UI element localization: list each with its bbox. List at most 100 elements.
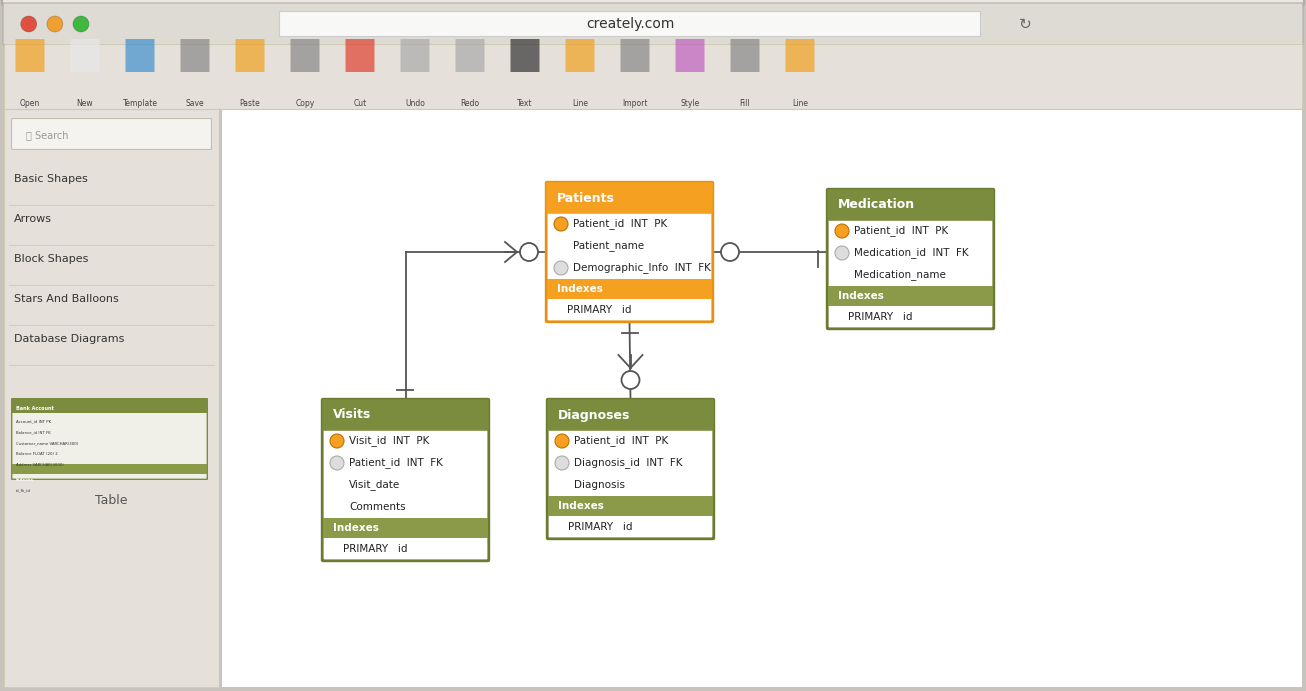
Text: Balance FLOAT (20) 2: Balance FLOAT (20) 2 <box>16 452 57 456</box>
FancyBboxPatch shape <box>827 189 994 329</box>
FancyBboxPatch shape <box>547 399 714 539</box>
Text: Demographic_Info  INT  FK: Demographic_Info INT FK <box>573 263 710 274</box>
FancyBboxPatch shape <box>546 182 713 214</box>
Text: Database Diagrams: Database Diagrams <box>14 334 124 344</box>
Bar <box>828 286 993 306</box>
Circle shape <box>330 456 343 470</box>
Text: Patient_id  INT  FK: Patient_id INT FK <box>349 457 443 468</box>
FancyBboxPatch shape <box>71 39 99 72</box>
Text: id_fk_id: id_fk_id <box>16 488 31 492</box>
Text: Arrows: Arrows <box>14 214 52 224</box>
Text: PRIMARY   id: PRIMARY id <box>848 312 913 322</box>
FancyBboxPatch shape <box>125 39 154 72</box>
Text: Visit_id  INT  PK: Visit_id INT PK <box>349 435 430 446</box>
FancyBboxPatch shape <box>456 39 485 72</box>
FancyBboxPatch shape <box>3 3 1303 45</box>
Text: Address VARCHAR(3000): Address VARCHAR(3000) <box>16 463 64 467</box>
FancyBboxPatch shape <box>290 39 320 72</box>
Text: Line: Line <box>791 99 808 108</box>
Text: Diagnosis_id  INT  FK: Diagnosis_id INT FK <box>575 457 683 468</box>
Text: Paste: Paste <box>239 99 260 108</box>
Text: Block Shapes: Block Shapes <box>14 254 89 264</box>
Circle shape <box>622 371 640 389</box>
Text: New: New <box>77 99 93 108</box>
FancyBboxPatch shape <box>827 189 994 221</box>
Text: Customer_name VARCHAR(300): Customer_name VARCHAR(300) <box>16 441 78 445</box>
FancyBboxPatch shape <box>180 39 209 72</box>
Text: Comments: Comments <box>349 502 406 512</box>
FancyBboxPatch shape <box>235 39 265 72</box>
Text: Copy: Copy <box>295 99 315 108</box>
Text: Table: Table <box>95 495 128 507</box>
FancyBboxPatch shape <box>730 39 760 72</box>
FancyBboxPatch shape <box>279 11 981 37</box>
Bar <box>12 464 206 474</box>
FancyBboxPatch shape <box>12 119 212 149</box>
Text: Basic Shapes: Basic Shapes <box>14 174 88 184</box>
FancyBboxPatch shape <box>511 39 539 72</box>
Circle shape <box>520 243 538 261</box>
Circle shape <box>330 434 343 448</box>
Circle shape <box>554 217 568 231</box>
Text: Patients: Patients <box>556 191 615 205</box>
Text: PRIMARY   id: PRIMARY id <box>568 522 632 532</box>
Text: Patient_id  INT  PK: Patient_id INT PK <box>854 225 948 236</box>
FancyBboxPatch shape <box>346 39 375 72</box>
Text: Line: Line <box>572 99 588 108</box>
FancyBboxPatch shape <box>401 39 430 72</box>
FancyBboxPatch shape <box>620 39 649 72</box>
Circle shape <box>835 246 849 260</box>
Text: creately.com: creately.com <box>586 17 674 31</box>
Bar <box>222 109 1302 687</box>
Circle shape <box>835 224 849 238</box>
Text: Diagnosis: Diagnosis <box>575 480 626 490</box>
Text: Medication_name: Medication_name <box>854 269 946 281</box>
Bar <box>323 518 488 538</box>
Text: Indexes: Indexes <box>16 478 34 482</box>
Text: Template: Template <box>123 99 158 108</box>
Text: 🔍 Search: 🔍 Search <box>26 130 68 140</box>
Text: Bank Account: Bank Account <box>16 406 54 410</box>
Bar <box>547 279 712 299</box>
Text: Medication_id  INT  FK: Medication_id INT FK <box>854 247 969 258</box>
FancyBboxPatch shape <box>323 399 488 561</box>
FancyBboxPatch shape <box>565 39 594 72</box>
Circle shape <box>555 456 569 470</box>
Text: Account_id INT PK: Account_id INT PK <box>16 419 51 423</box>
Text: Style: Style <box>680 99 700 108</box>
Circle shape <box>47 16 63 32</box>
Circle shape <box>555 434 569 448</box>
FancyBboxPatch shape <box>3 0 1303 6</box>
Text: Fill: Fill <box>739 99 751 108</box>
FancyBboxPatch shape <box>547 399 714 430</box>
Text: Redo: Redo <box>461 99 479 108</box>
Text: Import: Import <box>622 99 648 108</box>
Circle shape <box>721 243 739 261</box>
Text: Patient_id  INT  PK: Patient_id INT PK <box>573 218 667 229</box>
Text: Cut: Cut <box>354 99 367 108</box>
FancyBboxPatch shape <box>16 39 44 72</box>
Text: Patient_name: Patient_name <box>573 240 644 252</box>
FancyBboxPatch shape <box>323 399 488 430</box>
Text: PRIMARY   id: PRIMARY id <box>343 544 407 554</box>
Bar <box>547 198 712 213</box>
Text: Visits: Visits <box>333 408 371 422</box>
Circle shape <box>73 16 89 32</box>
Bar <box>549 496 713 516</box>
Text: Stars And Balloons: Stars And Balloons <box>14 294 119 304</box>
Text: Medication: Medication <box>838 198 916 211</box>
Text: Indexes: Indexes <box>556 284 603 294</box>
Text: PRIMARY   id: PRIMARY id <box>567 305 632 315</box>
Bar <box>4 44 1302 109</box>
Bar <box>4 109 219 687</box>
Circle shape <box>554 261 568 275</box>
Circle shape <box>21 16 37 32</box>
FancyBboxPatch shape <box>546 182 713 322</box>
Text: Text: Text <box>517 99 533 108</box>
Bar <box>549 415 713 430</box>
Bar <box>828 205 993 220</box>
Text: Patient_id  INT  PK: Patient_id INT PK <box>575 435 669 446</box>
Text: Save: Save <box>185 99 204 108</box>
Text: Open: Open <box>20 99 40 108</box>
Text: Visit_date: Visit_date <box>349 480 400 491</box>
